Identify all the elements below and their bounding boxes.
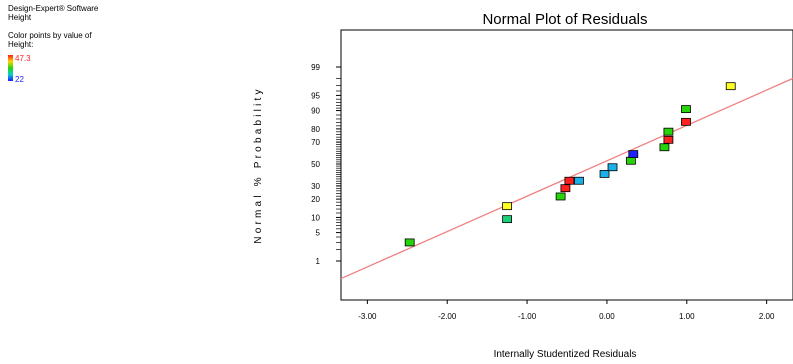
x-tick-marks	[366, 300, 768, 304]
software-name: Design-Expert® Software	[8, 4, 99, 13]
data-point	[659, 143, 670, 152]
data-point	[560, 184, 571, 193]
data-point	[404, 238, 415, 247]
response-name: Height	[8, 13, 32, 22]
data-point	[681, 117, 691, 126]
data-point	[663, 135, 674, 144]
x-tick-labels: -3.00 -2.00 -1.00 0.00 1.00 2.00	[358, 312, 775, 321]
data-point	[625, 156, 636, 165]
y-tick-label: 1	[316, 257, 321, 266]
y-tick-labels: 1 5 10 20 30 50 70 80 90 95 99	[311, 63, 320, 266]
x-axis-label: Internally Studentized Residuals	[494, 349, 637, 360]
data-point	[681, 105, 691, 114]
y-tick-label: 95	[311, 91, 320, 100]
data-point	[502, 202, 513, 211]
data-point	[564, 176, 575, 185]
data-points	[404, 82, 736, 247]
x-tick-label: 2.00	[759, 312, 775, 321]
y-tick-label: 20	[311, 195, 320, 204]
y-tick-label: 10	[311, 213, 320, 222]
plot-frame	[340, 29, 793, 301]
y-tick-label: 70	[311, 138, 320, 147]
data-point	[725, 82, 736, 91]
x-tick-label: 0.00	[599, 312, 615, 321]
data-point	[555, 192, 566, 201]
x-tick-label: -1.00	[518, 312, 537, 321]
color-scale-low: 22	[15, 75, 24, 84]
y-axis-label: Normal % Probability	[253, 86, 264, 243]
chart-title: Normal Plot of Residuals	[482, 11, 647, 28]
data-point	[574, 176, 584, 185]
x-tick-label: -2.00	[438, 312, 457, 321]
y-tick-label: 90	[311, 107, 320, 116]
y-tick-label: 50	[311, 160, 320, 169]
color-scale-high: 47.3	[15, 54, 31, 63]
x-tick-label: 1.00	[679, 312, 695, 321]
data-point	[663, 127, 674, 136]
y-tick-label: 30	[311, 182, 320, 191]
x-tick-label: -3.00	[358, 312, 377, 321]
y-tick-marks	[336, 66, 341, 262]
color-scale-bar	[8, 55, 13, 81]
data-point	[607, 163, 618, 172]
data-point	[599, 170, 610, 178]
data-point	[628, 150, 639, 158]
color-caption-line2: Height:	[8, 40, 34, 49]
y-tick-label: 99	[311, 63, 320, 72]
sidebar-info: Design-Expert® Software Height Color poi…	[8, 4, 98, 49]
y-tick-label: 80	[311, 125, 320, 134]
color-caption-line1: Color points by value of	[8, 31, 92, 40]
y-tick-label: 5	[316, 229, 321, 238]
data-point	[502, 215, 513, 224]
